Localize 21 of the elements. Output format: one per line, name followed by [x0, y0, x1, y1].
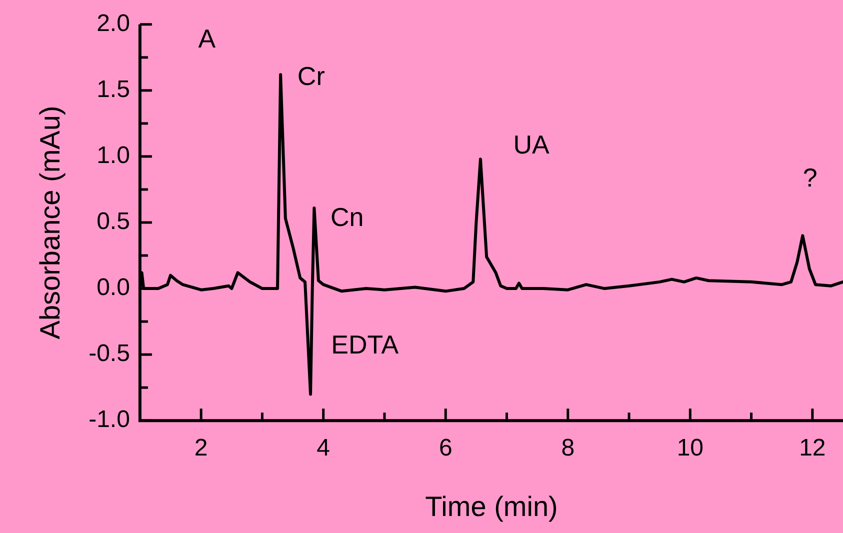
y-tick-label: 1.5 — [96, 76, 130, 104]
y-tick-label: -1.0 — [88, 406, 130, 434]
x-tick-label: 12 — [799, 434, 826, 462]
annotation: A — [198, 23, 216, 54]
annotation: Cr — [297, 61, 326, 92]
y-tick-label: 1.0 — [96, 142, 130, 170]
x-tick-label: 6 — [438, 434, 452, 462]
x-tick-label: 8 — [561, 434, 575, 462]
annotation: UA — [513, 130, 550, 160]
y-tick-label: 2.0 — [96, 10, 130, 38]
y-tick-label: 0.5 — [96, 208, 130, 236]
annotation: Cn — [330, 202, 364, 232]
x-tick-label: 10 — [676, 434, 704, 462]
x-tick-label: 2 — [194, 434, 208, 462]
y-tick-label: 0.0 — [96, 274, 130, 302]
y-tick-label: -0.5 — [88, 340, 130, 368]
x-tick-label: 4 — [316, 434, 330, 462]
annotation: ? — [802, 162, 818, 192]
x-axis-title: Time (min) — [425, 490, 558, 522]
y-axis-title: Absorbance (mAu) — [34, 106, 66, 340]
annotation: EDTA — [331, 329, 400, 360]
